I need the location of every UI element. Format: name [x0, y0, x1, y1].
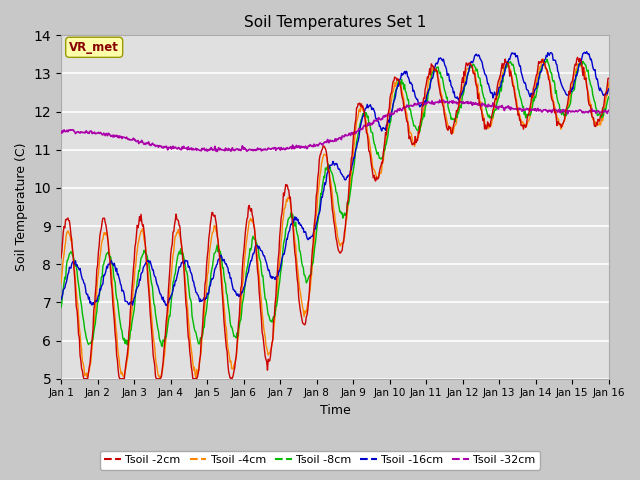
- X-axis label: Time: Time: [319, 404, 350, 417]
- Y-axis label: Soil Temperature (C): Soil Temperature (C): [15, 143, 28, 271]
- Title: Soil Temperatures Set 1: Soil Temperatures Set 1: [244, 15, 426, 30]
- Legend: Tsoil -2cm, Tsoil -4cm, Tsoil -8cm, Tsoil -16cm, Tsoil -32cm: Tsoil -2cm, Tsoil -4cm, Tsoil -8cm, Tsoi…: [100, 451, 540, 469]
- Text: VR_met: VR_met: [69, 41, 119, 54]
